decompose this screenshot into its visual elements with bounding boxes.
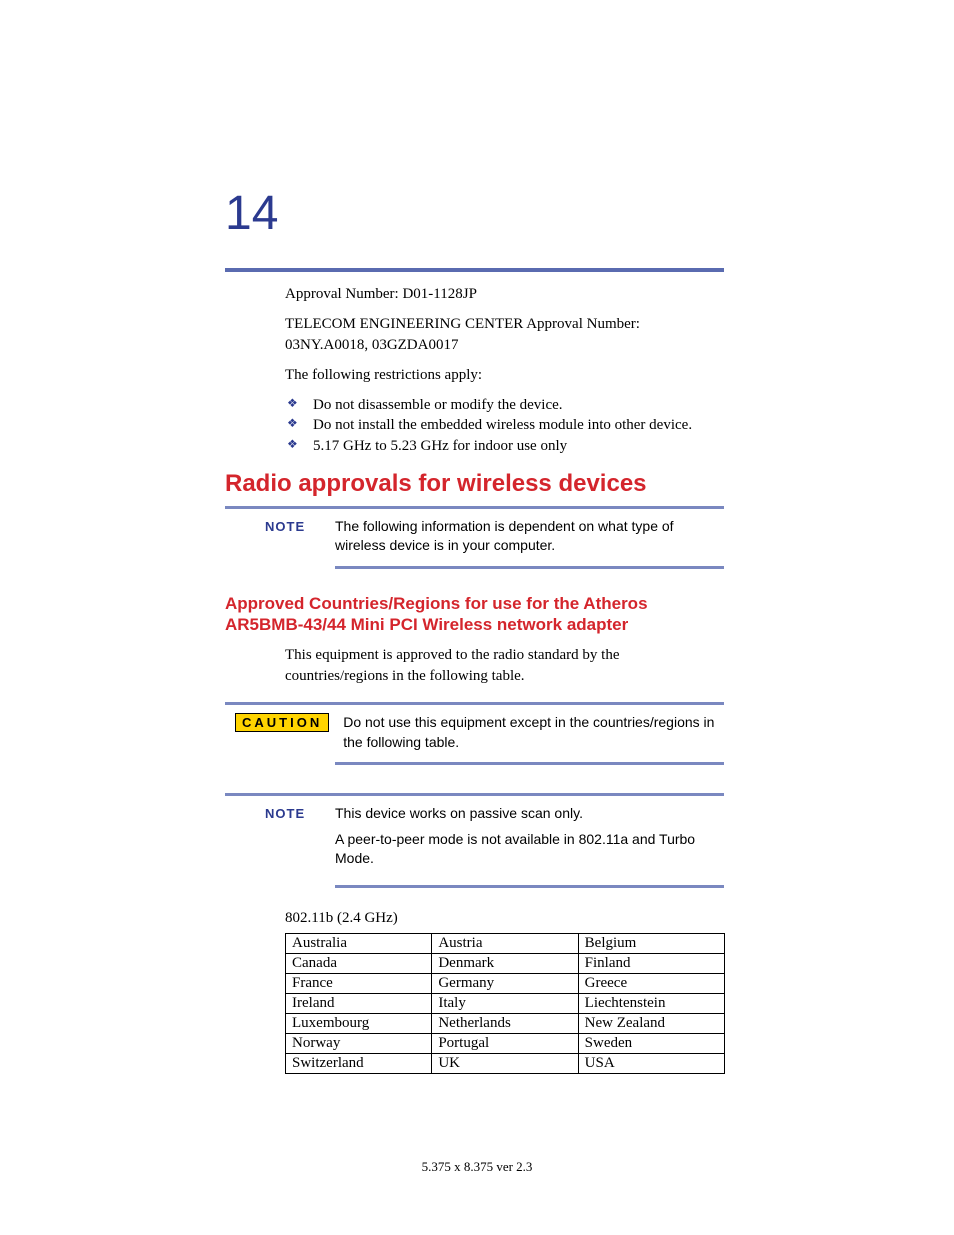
table-cell: Switzerland (286, 1053, 432, 1073)
table-cell: Italy (432, 993, 578, 1013)
restrictions-intro: The following restrictions apply: (285, 365, 724, 385)
table-cell: Netherlands (432, 1013, 578, 1033)
approval-number-text: Approval Number: D01-1128JP (285, 284, 724, 304)
note-line: This device works on passive scan only. (335, 804, 724, 824)
page-number: 14 (225, 190, 724, 238)
note-text: The following information is dependent o… (335, 517, 724, 556)
note-callout: NOTE The following information is depend… (225, 506, 724, 569)
table-cell: USA (578, 1053, 724, 1073)
subsection-heading: Approved Countries/Regions for use for t… (225, 593, 724, 636)
section-heading: Radio approvals for wireless devices (225, 470, 724, 498)
list-item: Do not install the embedded wireless mod… (285, 415, 724, 435)
table-cell: Norway (286, 1033, 432, 1053)
list-item: Do not disassemble or modify the device. (285, 395, 724, 415)
table-cell: Germany (432, 973, 578, 993)
table-row: IrelandItalyLiechtenstein (286, 993, 725, 1013)
divider (335, 885, 724, 888)
table-cell: Austria (432, 933, 578, 953)
equipment-approval-text: This equipment is approved to the radio … (285, 645, 724, 686)
table-cell: Luxembourg (286, 1013, 432, 1033)
table-cell: Finland (578, 953, 724, 973)
table-cell: Denmark (432, 953, 578, 973)
table-row: LuxembourgNetherlandsNew Zealand (286, 1013, 725, 1033)
table-cell: Belgium (578, 933, 724, 953)
table-body: AustraliaAustriaBelgiumCanadaDenmarkFinl… (286, 933, 725, 1073)
divider (225, 506, 724, 509)
table-cell: France (286, 973, 432, 993)
table-cell: New Zealand (578, 1013, 724, 1033)
caution-callout: CAUTION Do not use this equipment except… (225, 702, 724, 765)
table-row: NorwayPortugalSweden (286, 1033, 725, 1053)
caution-label: CAUTION (235, 713, 329, 732)
divider (335, 566, 724, 569)
page: 14 Approval Number: D01-1128JP TELECOM E… (0, 0, 954, 1235)
table-cell: Portugal (432, 1033, 578, 1053)
divider-top (225, 268, 724, 272)
table-cell: Canada (286, 953, 432, 973)
divider (225, 793, 724, 796)
note-callout: NOTE This device works on passive scan o… (225, 793, 724, 888)
table-row: FranceGermanyGreece (286, 973, 725, 993)
table-cell: UK (432, 1053, 578, 1073)
table-cell: Ireland (286, 993, 432, 1013)
restrictions-list: Do not disassemble or modify the device.… (285, 395, 724, 456)
note-line: A peer-to-peer mode is not available in … (335, 830, 724, 869)
table-cell: Australia (286, 933, 432, 953)
table-row: CanadaDenmarkFinland (286, 953, 725, 973)
telecom-approval-text: TELECOM ENGINEERING CENTER Approval Numb… (285, 314, 724, 355)
note-text: This device works on passive scan only. … (335, 804, 724, 875)
table-cell: Sweden (578, 1033, 724, 1053)
note-label: NOTE (265, 804, 321, 821)
note-label: NOTE (265, 517, 321, 534)
table-cell: Greece (578, 973, 724, 993)
divider (225, 702, 724, 705)
table-title: 802.11b (2.4 GHz) (285, 910, 724, 927)
caution-text: Do not use this equipment except in the … (343, 713, 724, 752)
table-row: SwitzerlandUKUSA (286, 1053, 725, 1073)
list-item: 5.17 GHz to 5.23 GHz for indoor use only (285, 436, 724, 456)
table-cell: Liechtenstein (578, 993, 724, 1013)
table-row: AustraliaAustriaBelgium (286, 933, 725, 953)
countries-table: AustraliaAustriaBelgiumCanadaDenmarkFinl… (285, 933, 725, 1074)
page-footer: 5.375 x 8.375 ver 2.3 (0, 1159, 954, 1175)
